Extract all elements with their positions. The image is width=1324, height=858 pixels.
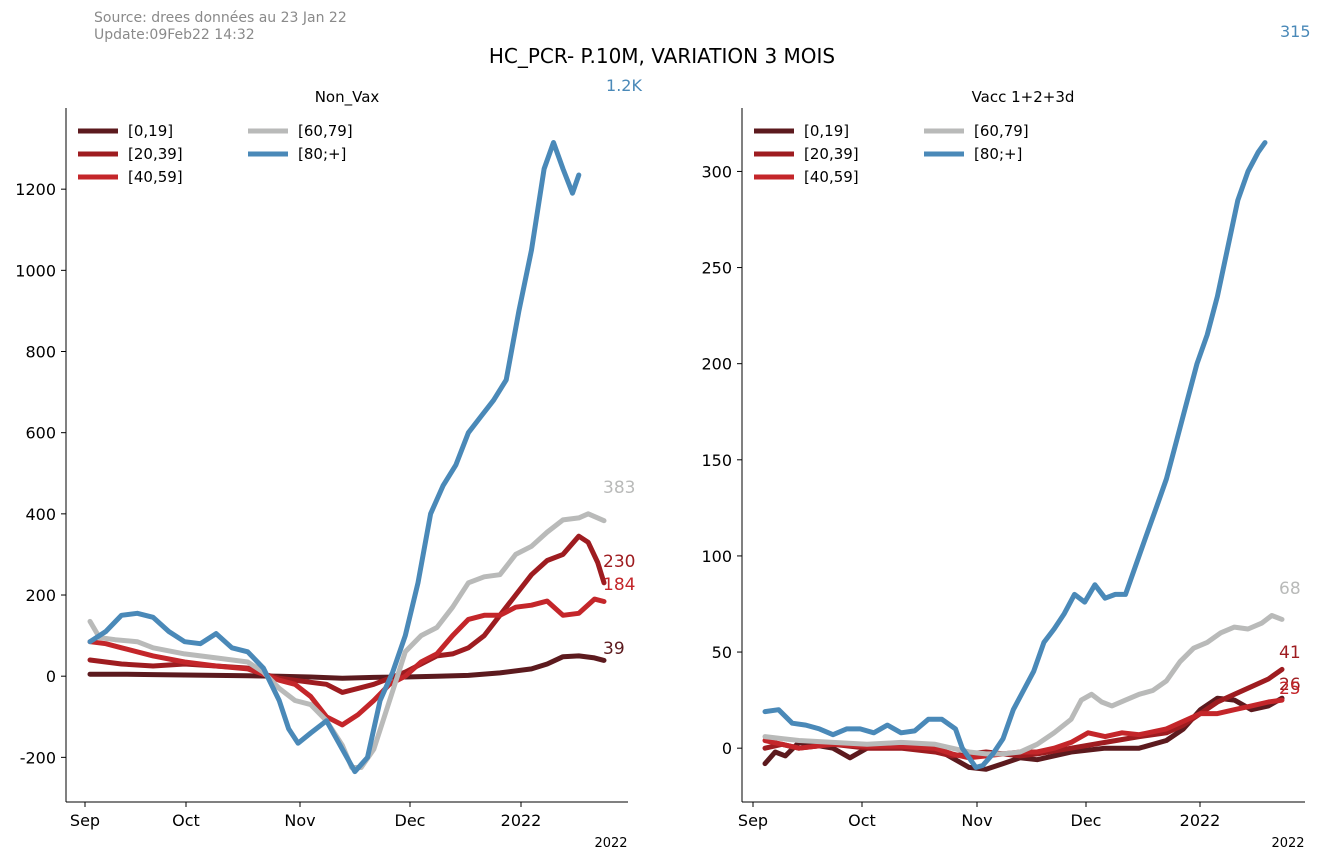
legend-label: [20,39] bbox=[804, 145, 859, 163]
y-tick-label: 50 bbox=[712, 643, 732, 662]
corner-max-label: 315 bbox=[1280, 22, 1311, 41]
legend-label: [0,19] bbox=[128, 122, 173, 140]
y-tick-label: 400 bbox=[25, 505, 56, 524]
y-tick-label: 200 bbox=[701, 355, 732, 374]
x-tick-label: Nov bbox=[961, 811, 992, 830]
y-tick-label: 250 bbox=[701, 259, 732, 278]
panel-non-vax: -200 0 200 400 600 800 1000 1200 Sep Oct Nov Dec 202… bbox=[15, 76, 642, 851]
end-value-label: 68 bbox=[1279, 579, 1301, 599]
y-tick-label: 200 bbox=[25, 586, 56, 605]
source-note: Source: drees données au 23 Jan 22 bbox=[94, 10, 347, 26]
x-tick-label: Oct bbox=[172, 811, 200, 830]
end-value-label: 25 bbox=[1279, 679, 1301, 699]
y-tick-label: 0 bbox=[46, 667, 56, 686]
page-title: HC_PCR- P.10M, VARIATION 3 MOIS bbox=[488, 44, 836, 68]
y-tick-label: 600 bbox=[25, 424, 56, 443]
series-line-4 bbox=[762, 140, 1268, 770]
series-line-0 bbox=[762, 695, 1285, 772]
series-line-4 bbox=[87, 140, 582, 775]
end-value-label: 383 bbox=[603, 478, 635, 498]
y-tick-label: 300 bbox=[701, 162, 732, 181]
series-line-2 bbox=[762, 697, 1285, 761]
end-value-label: 39 bbox=[603, 639, 625, 659]
legend-label: [20,39] bbox=[128, 145, 183, 163]
end-value-label: 41 bbox=[1279, 643, 1301, 663]
legend-label: [60,79] bbox=[298, 122, 353, 140]
panel-title: Vacc 1+2+3d bbox=[972, 88, 1075, 106]
x-tick-label: Nov bbox=[284, 811, 315, 830]
x-year-label: 2022 bbox=[594, 836, 627, 851]
y-tick-label: 1200 bbox=[15, 180, 56, 199]
end-value-label: 184 bbox=[603, 575, 635, 595]
panel-title: Non_Vax bbox=[315, 88, 380, 107]
x-tick-label: Oct bbox=[848, 811, 876, 830]
y-tick-label: 0 bbox=[722, 739, 732, 758]
x-tick-label: Dec bbox=[395, 811, 426, 830]
y-tick-label: -200 bbox=[20, 748, 56, 767]
x-tick-label: 2022 bbox=[501, 811, 542, 830]
peak-label: 1.2K bbox=[606, 76, 642, 95]
update-note: Update:09Feb22 14:32 bbox=[94, 27, 255, 43]
y-tick-label: 100 bbox=[701, 547, 732, 566]
series-line-2 bbox=[87, 596, 607, 728]
x-tick-label: Sep bbox=[738, 811, 768, 830]
y-tick-label: 1000 bbox=[15, 261, 56, 280]
end-value-label: 230 bbox=[603, 552, 635, 572]
x-year-label: 2022 bbox=[1271, 836, 1304, 851]
y-tick-label: 150 bbox=[701, 451, 732, 470]
series-line-3 bbox=[762, 613, 1285, 757]
legend-label: [80;+] bbox=[298, 145, 346, 163]
legend-label: [60,79] bbox=[974, 122, 1029, 140]
end-value-label: 26 bbox=[1279, 675, 1301, 695]
series-line-3 bbox=[87, 511, 607, 770]
legend-label: [0,19] bbox=[804, 122, 849, 140]
legend-label: [40,59] bbox=[128, 168, 183, 186]
panel-vacc: 0 50 100 150 200 250 300 Sep Oct Nov Dec 2022 2022 Va… bbox=[701, 88, 1305, 851]
legend-label: [80;+] bbox=[974, 145, 1022, 163]
x-tick-label: Dec bbox=[1071, 811, 1102, 830]
legend-label: [40,59] bbox=[804, 168, 859, 186]
x-tick-label: 2022 bbox=[1180, 811, 1221, 830]
y-tick-label: 800 bbox=[25, 343, 56, 362]
x-tick-label: Sep bbox=[70, 811, 100, 830]
